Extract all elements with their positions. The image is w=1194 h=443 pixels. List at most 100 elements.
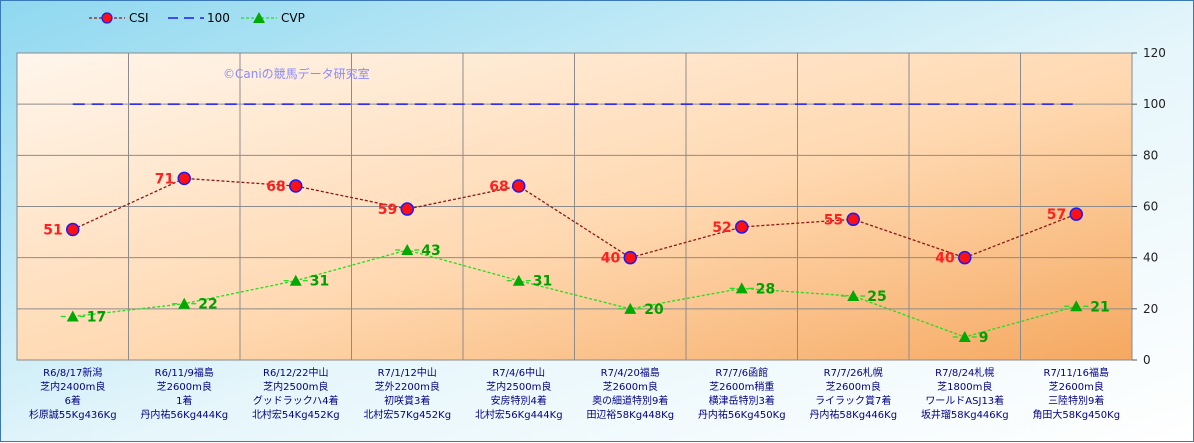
csi-data-label: 40	[935, 251, 955, 267]
series-csi-line	[72, 177, 1077, 259]
x-category-line: 芝2600m稍重	[709, 380, 774, 393]
csi-point	[846, 212, 860, 227]
x-category-label: R7/4/6中山芝内2500m良安房特別4着北村宏56Kg444Kg	[475, 366, 563, 421]
y-tick-label: 40	[1143, 251, 1158, 265]
cvp-point	[512, 274, 525, 286]
y-tick-label: 0	[1143, 353, 1151, 367]
x-category-line: 丹内祐56Kg444Kg	[140, 408, 228, 421]
csi-data-label: 51	[43, 223, 62, 239]
csi-data-label: 57	[1047, 207, 1066, 223]
series-cvp: 17 22 31 43 31 20 28 25 9 21	[60, 243, 1110, 346]
cvp-data-label: 43	[421, 243, 440, 259]
cvp-point	[66, 310, 79, 322]
x-category-line: 芝内2500m良	[263, 380, 328, 393]
x-category-line: R7/1/12中山	[378, 366, 437, 379]
csi-data-label: 68	[266, 179, 285, 195]
legend-item-cvp: CVP	[241, 11, 305, 25]
cvp-point	[624, 302, 637, 314]
cvp-data-label: 22	[198, 297, 217, 313]
x-category-line: ワールドASJ13着	[925, 394, 1004, 407]
x-category-line: 奥の細道特別9着	[592, 394, 668, 407]
x-category-line: R7/11/16福島	[1044, 366, 1110, 379]
legend-item-100: 100	[168, 11, 230, 25]
legend-label-csi: CSI	[129, 11, 149, 25]
x-category-line: R7/4/20福島	[601, 366, 660, 379]
x-category-line: 北村宏54Kg452Kg	[252, 408, 340, 421]
series-layer: 51 71 68 59 68 40 52 55 40 57 17 22 31 43 31 20 28 25 9 21	[43, 103, 1110, 346]
y-tick-label: 120	[1143, 46, 1166, 60]
x-category-line: 芝2600m良	[603, 380, 658, 393]
x-category-line: 芝2600m良	[826, 380, 881, 393]
y-axis: 0 20 40 60 80 100 120	[1132, 46, 1166, 367]
x-category-line: 芝外2200m良	[375, 380, 440, 393]
x-category-line: 北村宏57Kg452Kg	[363, 408, 451, 421]
x-category-line: 杉原誠55Kg436Kg	[29, 408, 117, 421]
csi-data-label: 68	[489, 179, 508, 195]
csi-point	[735, 220, 749, 234]
x-category-line: R7/7/6函館	[715, 366, 768, 379]
x-category-line: 丹内祐58Kg446Kg	[809, 408, 897, 421]
csi-point	[512, 179, 526, 193]
cvp-data-label: 25	[867, 289, 886, 305]
x-category-line: R6/8/17新潟	[43, 366, 102, 379]
x-category-line: 横津岳特別3着	[709, 394, 775, 407]
x-category-label: R7/11/16福島芝2600m良三陸特別9着角田大58Kg450Kg	[1032, 366, 1120, 421]
x-category-line: R6/11/9福島	[155, 366, 214, 379]
x-category-line: R7/8/24札幌	[935, 366, 994, 379]
watermark: ©Caniの競馬データ研究室	[223, 66, 370, 81]
x-category-line: R7/4/6中山	[492, 366, 545, 379]
csi-point	[623, 250, 637, 265]
legend-label-cvp: CVP	[281, 11, 305, 25]
x-category-line: 芝1800m良	[937, 380, 992, 393]
cvp-data-label: 31	[533, 274, 552, 290]
y-tick-label: 60	[1143, 200, 1158, 214]
cvp-point	[1070, 300, 1083, 312]
cvp-point	[735, 282, 748, 294]
x-category-line: 角田大58Kg450Kg	[1032, 408, 1120, 421]
legend-label-100: 100	[207, 11, 230, 25]
csi-point	[1069, 207, 1083, 221]
csi-data-label: 52	[712, 220, 731, 236]
x-category-line: R7/7/26札幌	[824, 366, 883, 379]
x-category-label: R6/11/9福島芝2600m良 1着丹内祐56Kg444Kg	[140, 366, 228, 421]
cvp-data-label: 20	[644, 302, 664, 318]
x-category-label: R7/7/26札幌芝2600m良ライラック賞7着丹内祐58Kg446Kg	[809, 366, 897, 421]
y-tick-label: 20	[1143, 302, 1158, 316]
csi-data-label: 71	[155, 171, 174, 187]
x-axis: R6/8/17新潟芝内2400m良 6着杉原誠55Kg436Kg R6/11/9福島…	[29, 366, 1120, 421]
x-category-line: R6/12/22中山	[263, 366, 329, 379]
x-category-line: グッドラックハ4着	[253, 394, 339, 407]
cvp-data-label: 21	[1090, 299, 1109, 315]
x-category-line: 芝2600m良	[1049, 380, 1104, 393]
y-tick-label: 100	[1143, 97, 1166, 111]
x-category-label: R6/12/22中山芝内2500m良グッドラックハ4着北村宏54Kg452Kg	[252, 366, 340, 421]
x-category-label: R7/7/6函館芝2600m稍重横津岳特別3着丹内祐56Kg450Kg	[698, 366, 786, 421]
cvp-data-label: 31	[310, 274, 329, 290]
cvp-data-label: 17	[87, 310, 106, 326]
x-category-line: 北村宏56Kg444Kg	[475, 408, 563, 421]
cvp-point	[847, 290, 860, 302]
x-category-label: R7/4/20福島芝2600m良奥の細道特別9着田辺裕58Kg448Kg	[586, 366, 674, 421]
x-category-line: 6着	[65, 394, 81, 407]
cvp-data-label: 9	[979, 330, 989, 346]
csi-point	[400, 202, 414, 216]
x-category-line: 芝2600m良	[157, 380, 212, 393]
x-category-line: 安房特別4着	[491, 394, 547, 407]
cvp-point	[958, 330, 971, 342]
x-category-line: ライラック賞7着	[815, 394, 891, 407]
csi-data-label: 55	[824, 212, 843, 228]
x-category-label: R7/8/24札幌芝1800m良ワールドASJ13着坂井瑠58Kg446Kg	[921, 366, 1009, 421]
legend-marker-cvp	[253, 12, 265, 23]
legend-item-csi: CSI	[89, 11, 149, 25]
legend: CSI 100 CVP	[89, 11, 305, 25]
x-category-label: R6/8/17新潟芝内2400m良 6着杉原誠55Kg436Kg	[29, 366, 117, 421]
x-category-line: 初咲賞3着	[384, 394, 430, 407]
cvp-data-label: 28	[756, 281, 775, 297]
x-category-line: 田辺裕58Kg448Kg	[586, 408, 674, 421]
cvp-point	[289, 274, 302, 286]
series-csi: 51 71 68 59 68 40 52 55 40 57	[43, 171, 1083, 267]
cvp-point	[401, 243, 414, 255]
y-tick-label: 80	[1143, 148, 1158, 162]
